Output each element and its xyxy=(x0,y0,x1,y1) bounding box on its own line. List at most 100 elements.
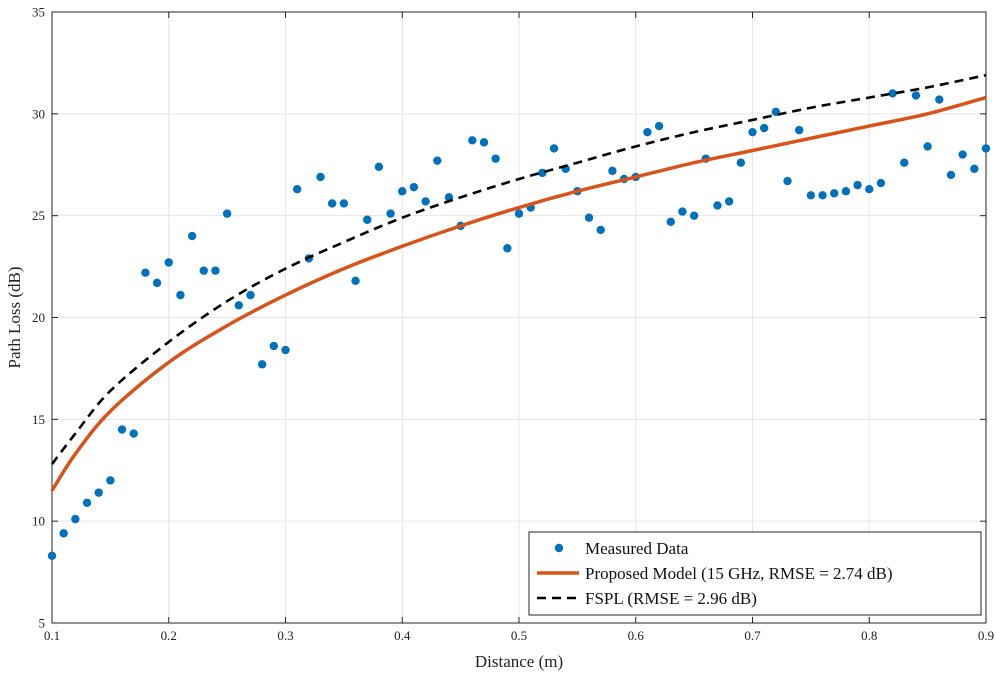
measured-point xyxy=(830,189,839,198)
measured-point xyxy=(900,158,909,167)
y-tick-label: 25 xyxy=(32,208,45,223)
plot-series xyxy=(47,73,991,560)
measured-point xyxy=(117,425,127,434)
measured-point xyxy=(923,142,932,151)
measured-point xyxy=(152,278,162,288)
measured-point xyxy=(608,166,617,176)
y-tick-label: 10 xyxy=(32,514,45,529)
measured-point xyxy=(94,488,103,497)
x-tick-label: 0.9 xyxy=(978,628,994,643)
measured-point xyxy=(514,209,524,218)
y-tick-label: 30 xyxy=(32,106,45,121)
measured-point xyxy=(47,551,57,560)
measured-point xyxy=(736,158,746,167)
measured-point xyxy=(503,244,512,253)
measured-point xyxy=(888,89,897,98)
measured-point xyxy=(911,91,921,100)
y-tick-label: 5 xyxy=(39,616,46,631)
measured-point xyxy=(199,266,208,275)
measured-point xyxy=(666,217,675,226)
measured-point xyxy=(339,199,349,208)
measured-point xyxy=(795,125,804,135)
measured-point xyxy=(865,184,874,194)
measured-point xyxy=(363,215,372,224)
measured-point xyxy=(818,191,827,200)
measured-point xyxy=(724,197,734,206)
measured-point xyxy=(748,127,757,137)
measured-point xyxy=(876,178,886,188)
measured-point xyxy=(433,156,442,165)
measured-point xyxy=(257,360,267,369)
legend-label-proposed: Proposed Model (15 GHz, RMSE = 2.74 dB) xyxy=(585,564,893,583)
measured-point xyxy=(398,187,407,196)
measured-point xyxy=(935,95,944,104)
measured-point xyxy=(176,290,185,300)
legend-label-fspl: FSPL (RMSE = 2.96 dB) xyxy=(585,589,757,608)
measured-point xyxy=(584,213,594,222)
measured-point xyxy=(129,429,138,438)
measured-point xyxy=(211,266,220,275)
y-axis-title: Path Loss (dB) xyxy=(5,267,24,369)
measured-point xyxy=(759,123,769,133)
measured-point xyxy=(468,136,477,145)
y-tick-label: 15 xyxy=(32,412,45,427)
measured-point xyxy=(806,191,816,200)
y-tick-label: 35 xyxy=(32,5,45,20)
measured-point xyxy=(841,187,851,196)
measured-point xyxy=(187,231,197,241)
measured-point xyxy=(689,211,699,220)
measured-point xyxy=(421,197,430,206)
measured-point xyxy=(853,180,862,190)
x-tick-label: 0.5 xyxy=(511,628,527,643)
measured-point xyxy=(374,162,384,171)
legend-marker-measured xyxy=(554,543,564,553)
measured-point xyxy=(654,121,664,131)
legend: Measured Data Proposed Model (15 GHz, RM… xyxy=(528,531,982,616)
x-tick-label: 0.8 xyxy=(861,628,877,643)
measured-point xyxy=(981,144,991,153)
measured-point xyxy=(281,345,290,355)
measured-point xyxy=(351,276,360,286)
measured-point xyxy=(678,207,687,216)
measured-point xyxy=(106,476,115,485)
x-axis-ticks: 0.1 0.2 0.3 0.4 0.5 0.6 0.7 0.8 0.9 xyxy=(44,12,994,643)
measured-point xyxy=(970,164,979,174)
grid-lines xyxy=(52,12,986,623)
measured-point xyxy=(269,341,279,351)
measured-point xyxy=(386,209,395,218)
measured-point xyxy=(538,168,547,178)
legend-box xyxy=(528,531,982,616)
x-tick-label: 0.3 xyxy=(277,628,293,643)
measured-point xyxy=(292,184,302,194)
series-proposed-model-line xyxy=(50,95,987,492)
measured-point xyxy=(71,514,80,524)
measured-point xyxy=(409,182,419,192)
y-axis-ticks: 5 10 15 20 25 30 35 xyxy=(32,5,986,631)
x-tick-label: 0.1 xyxy=(44,628,60,643)
y-tick-label: 20 xyxy=(32,310,45,325)
x-tick-label: 0.6 xyxy=(628,628,645,643)
series-measured-data xyxy=(47,89,991,560)
x-tick-label: 0.7 xyxy=(744,628,761,643)
measured-point xyxy=(783,176,792,186)
x-axis-title: Distance (m) xyxy=(475,652,563,671)
measured-point xyxy=(234,301,243,310)
legend-label-measured: Measured Data xyxy=(585,539,689,558)
measured-point xyxy=(164,258,173,267)
measured-point xyxy=(59,529,68,538)
measured-point xyxy=(643,127,652,137)
measured-point xyxy=(222,209,232,218)
measured-point xyxy=(82,498,92,508)
measured-point xyxy=(958,150,967,159)
measured-point xyxy=(549,144,559,153)
x-tick-label: 0.2 xyxy=(161,628,177,643)
measured-point xyxy=(316,172,325,182)
measured-point xyxy=(479,138,489,147)
measured-point xyxy=(141,268,150,277)
measured-point xyxy=(328,199,337,208)
measured-point xyxy=(491,154,500,163)
x-tick-label: 0.4 xyxy=(394,628,411,643)
series-fspl-line xyxy=(50,73,987,465)
measured-point xyxy=(713,201,722,210)
